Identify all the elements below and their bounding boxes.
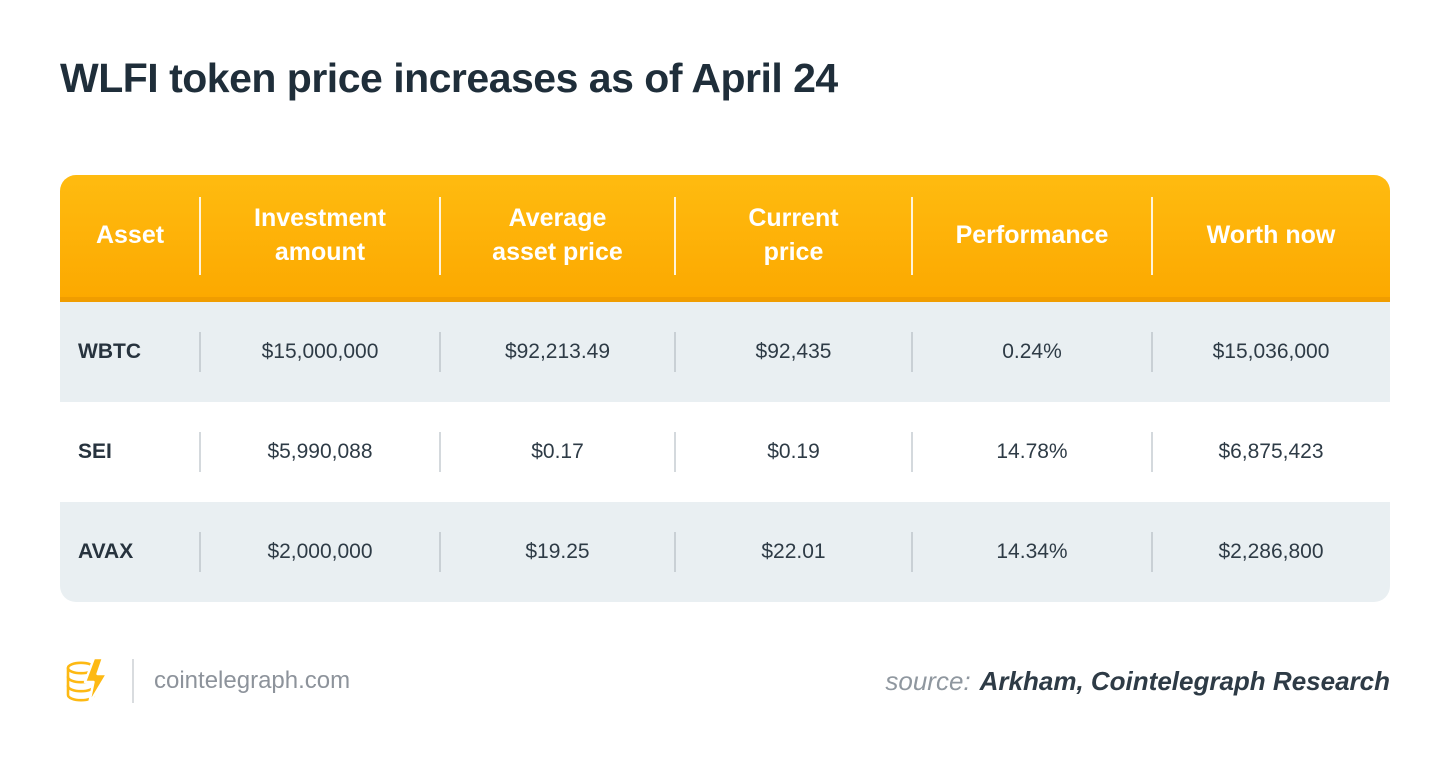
page-title: WLFI token price increases as of April 2…: [60, 55, 838, 101]
source-label: source:: [885, 665, 971, 696]
header-cell-average-asset-price: Average asset price: [440, 175, 675, 297]
table-cell-investment-amount: $2,000,000: [200, 502, 440, 602]
table-cell-asset: WBTC: [78, 340, 141, 363]
table-cell-worth-now: $6,875,423: [1152, 402, 1390, 502]
footer: cointelegraph.com source: Arkham, Cointe…: [60, 650, 1390, 712]
table-cell-average-asset-price: $0.17: [440, 402, 675, 502]
header-label: Worth now: [1206, 221, 1336, 250]
source-attribution: source: Arkham, Cointelegraph Research: [885, 666, 1390, 697]
header-label: Current price: [748, 204, 839, 266]
header-cell-worth-now: Worth now: [1152, 175, 1390, 297]
table-cell-current-price: $92,435: [675, 302, 912, 402]
brand-block: cointelegraph.com: [60, 655, 350, 707]
header-cell-performance: Performance: [912, 175, 1152, 297]
site-name: cointelegraph.com: [154, 667, 351, 694]
brand-divider: [132, 659, 134, 703]
table-cell-asset: AVAX: [78, 540, 134, 563]
cointelegraph-coins-lightning-icon: [66, 656, 109, 706]
table-cell-worth-now: $2,286,800: [1152, 502, 1390, 602]
table-cell-average-asset-price: $19.25: [440, 502, 675, 602]
table-row-avax: AVAX $2,000,000 $19.25 $22.01 14.34% $2,…: [60, 502, 1390, 602]
header-label: Asset: [95, 221, 165, 250]
table-row-wbtc: WBTC $15,000,000 $92,213.49 $92,435 0.24…: [60, 302, 1390, 402]
table-cell-asset: SEI: [78, 440, 112, 463]
source-value: Arkham, Cointelegraph Research: [979, 665, 1390, 696]
table-cell-investment-amount: $15,000,000: [200, 302, 440, 402]
table-cell-performance: 14.78%: [912, 402, 1152, 502]
table-cell-investment-amount: $5,990,088: [200, 402, 440, 502]
table-cell-performance: 14.34%: [912, 502, 1152, 602]
header-label: Investment amount: [254, 204, 386, 266]
header-cell-current-price: Current price: [675, 175, 912, 297]
table-cell-average-asset-price: $92,213.49: [440, 302, 675, 402]
table-cell-current-price: $0.19: [675, 402, 912, 502]
header-label: Performance: [955, 221, 1109, 250]
table-cell-worth-now: $15,036,000: [1152, 302, 1390, 402]
header-cell-asset: Asset: [60, 175, 200, 297]
header-cell-investment-amount: Investment amount: [200, 175, 440, 297]
data-table: Asset Investment amount Average asset pr…: [60, 175, 1390, 602]
table-header-row: Asset Investment amount Average asset pr…: [60, 175, 1390, 302]
header-label: Average asset price: [492, 204, 623, 266]
table-cell-performance: 0.24%: [912, 302, 1152, 402]
table-row-sei: SEI $5,990,088 $0.17 $0.19 14.78% $6,875…: [60, 402, 1390, 502]
table-cell-current-price: $22.01: [675, 502, 912, 602]
